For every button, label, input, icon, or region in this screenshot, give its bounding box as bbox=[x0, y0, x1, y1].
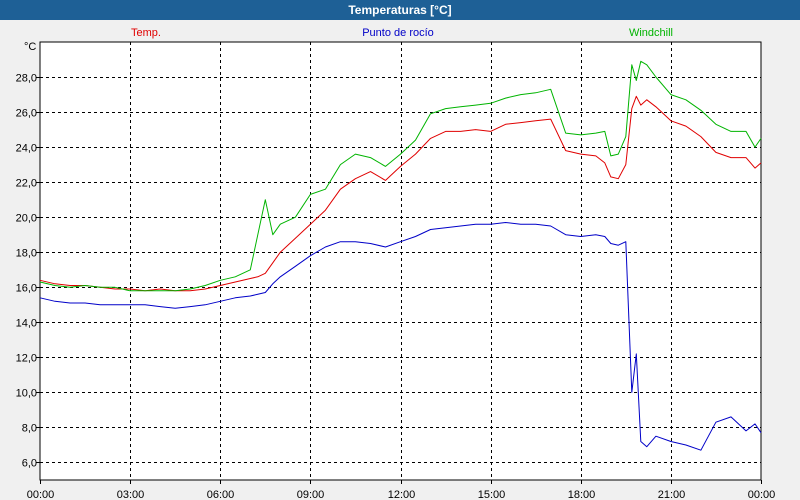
y-tick-label: 8,0 bbox=[22, 423, 37, 435]
temperature-chart: 6,0 8,0 10,0 12,0 14,0 16,0 18,0 20,0 22,0 24,0 26… bbox=[16, 27, 776, 500]
y-axis-ticks: 6,0 8,0 10,0 12,0 14,0 16,0 18,0 20,0 22,0 24,0 26… bbox=[16, 73, 40, 470]
y-tick-label: 28,0 bbox=[16, 73, 37, 85]
x-tick-time-label: 12:00 bbox=[388, 489, 416, 500]
grid-lines bbox=[40, 42, 761, 480]
series-line-dew-point bbox=[39, 222, 762, 451]
x-tick-time-label: 06:00 bbox=[207, 489, 235, 500]
x-tick-time-label: 15:00 bbox=[478, 489, 506, 500]
y-tick-label: 6,0 bbox=[22, 458, 37, 470]
series-line-temp bbox=[39, 95, 762, 292]
x-tick-time-label: 00:00 bbox=[27, 489, 55, 500]
y-tick-label: 16,0 bbox=[16, 283, 37, 295]
y-tick-label: 10,0 bbox=[16, 388, 37, 400]
y-tick-label: 24,0 bbox=[16, 143, 37, 155]
y-tick-label: 22,0 bbox=[16, 178, 37, 190]
y-tick-label: 26,0 bbox=[16, 108, 37, 120]
x-tick-time-label: 21:00 bbox=[658, 489, 686, 500]
series-lines bbox=[39, 60, 762, 451]
y-tick-label: 20,0 bbox=[16, 213, 37, 225]
x-tick-time-label: 00:00 bbox=[748, 489, 776, 500]
window-title: Temperaturas [°C] bbox=[0, 0, 800, 20]
y-axis-unit-label: °C bbox=[24, 41, 36, 53]
x-tick-time-label: 09:00 bbox=[297, 489, 325, 500]
x-tick-time-label: 03:00 bbox=[117, 489, 145, 500]
y-tick-label: 18,0 bbox=[16, 248, 37, 260]
x-tick-time-label: 18:00 bbox=[568, 489, 596, 500]
y-tick-label: 12,0 bbox=[16, 353, 37, 365]
legend-temp: Temp. bbox=[131, 27, 161, 39]
series-line-windchill bbox=[39, 60, 762, 292]
plot-background bbox=[39, 41, 762, 481]
legend-windchill: Windchill bbox=[629, 27, 673, 39]
y-tick-label: 14,0 bbox=[16, 318, 37, 330]
x-axis-ticks: 00:0028/06/2503:0028/06/2506:0028/06/250… bbox=[27, 480, 776, 500]
legend-dew-point: Punto de rocío bbox=[362, 27, 434, 39]
